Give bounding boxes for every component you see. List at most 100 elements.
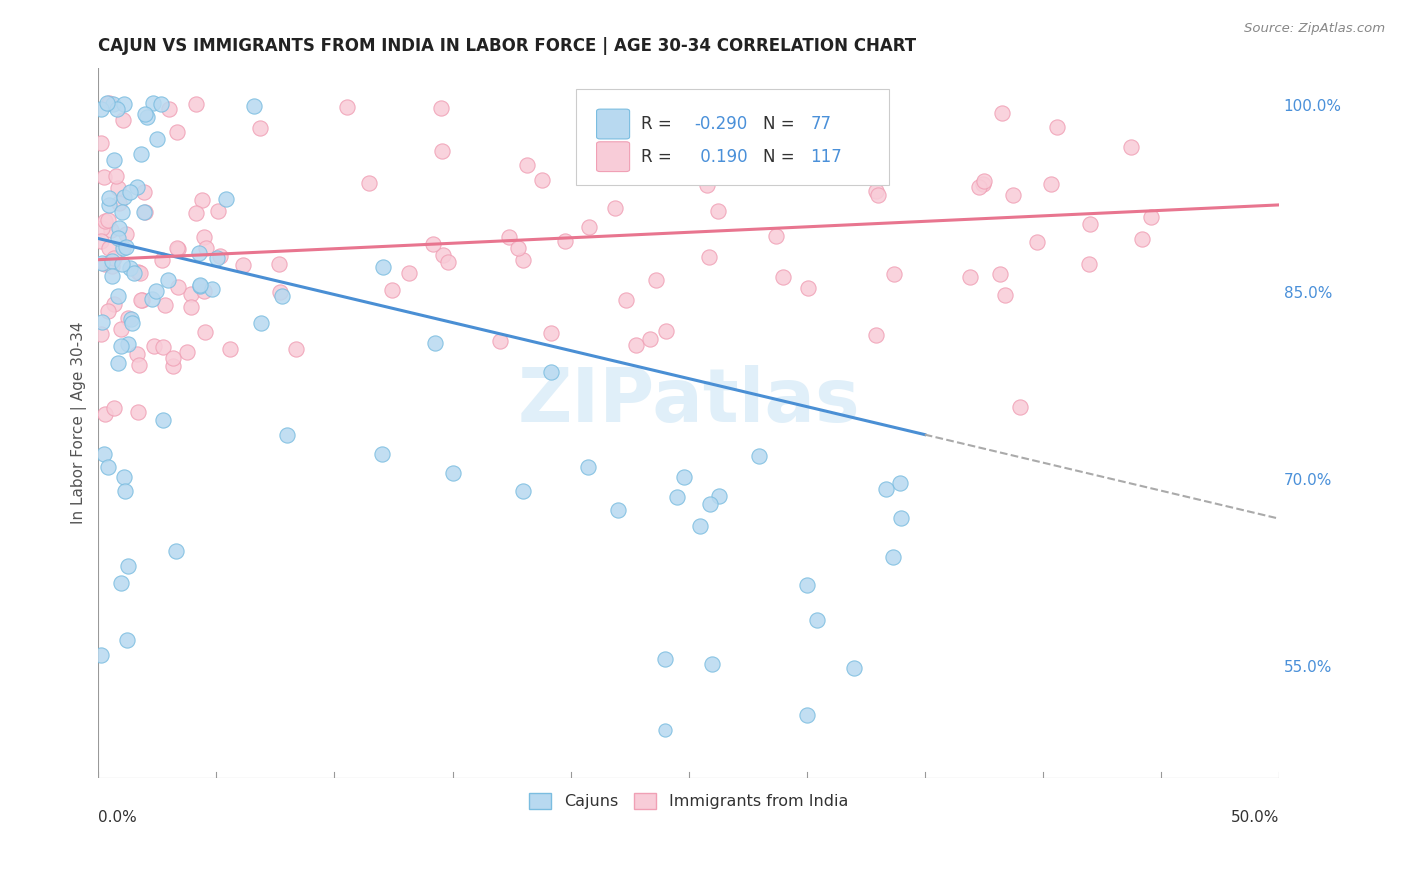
- Point: [184, 96, 207, 111]
- Point: [105, 103, 128, 117]
- Point: [654, 723, 676, 738]
- Text: 77: 77: [810, 115, 831, 133]
- Point: [127, 265, 149, 279]
- Point: [103, 251, 125, 265]
- Point: [219, 342, 242, 356]
- Point: [132, 205, 155, 219]
- Point: [146, 131, 169, 145]
- Point: [162, 351, 184, 365]
- Point: [193, 230, 215, 244]
- Point: [188, 246, 211, 260]
- Point: [868, 187, 890, 202]
- Point: [125, 347, 148, 361]
- Point: [152, 340, 174, 354]
- Point: [1046, 120, 1069, 134]
- Point: [188, 277, 211, 292]
- Point: [875, 482, 897, 496]
- Point: [554, 234, 576, 248]
- Point: [98, 95, 121, 110]
- FancyBboxPatch shape: [596, 142, 630, 171]
- Point: [94, 214, 117, 228]
- Text: R =: R =: [641, 148, 672, 166]
- Point: [201, 282, 224, 296]
- Text: ZIPatlas: ZIPatlas: [517, 365, 860, 438]
- Point: [176, 345, 198, 359]
- Point: [90, 221, 112, 235]
- Point: [430, 101, 453, 115]
- Point: [1008, 401, 1031, 415]
- Point: [707, 489, 730, 503]
- Point: [97, 303, 120, 318]
- Point: [115, 227, 138, 241]
- Point: [267, 256, 290, 270]
- Text: R =: R =: [641, 115, 672, 133]
- Text: 0.190: 0.190: [695, 148, 747, 166]
- Point: [111, 205, 134, 219]
- Text: CAJUN VS IMMIGRANTS FROM INDIA IN LABOR FORCE | AGE 30-34 CORRELATION CHART: CAJUN VS IMMIGRANTS FROM INDIA IN LABOR …: [98, 37, 917, 55]
- Point: [441, 466, 464, 480]
- Point: [498, 230, 520, 244]
- Point: [398, 266, 420, 280]
- Point: [153, 298, 176, 312]
- Point: [624, 337, 647, 351]
- Point: [108, 196, 131, 211]
- Point: [94, 257, 117, 271]
- Point: [101, 259, 124, 273]
- Point: [129, 293, 152, 308]
- Point: [425, 335, 447, 350]
- Point: [93, 447, 115, 461]
- Point: [94, 408, 117, 422]
- Point: [991, 106, 1014, 120]
- Point: [959, 270, 981, 285]
- Point: [90, 326, 112, 341]
- Point: [90, 102, 112, 116]
- Point: [111, 241, 134, 255]
- Point: [103, 401, 125, 416]
- Text: 0.0%: 0.0%: [98, 810, 138, 824]
- Point: [967, 180, 990, 194]
- Point: [112, 96, 135, 111]
- Point: [112, 470, 135, 484]
- Point: [114, 190, 136, 204]
- Point: [167, 242, 190, 256]
- Point: [127, 405, 149, 419]
- Point: [107, 180, 129, 194]
- FancyBboxPatch shape: [576, 89, 890, 185]
- Point: [512, 484, 534, 499]
- Point: [124, 266, 146, 280]
- Point: [149, 97, 172, 112]
- Point: [672, 470, 695, 484]
- Point: [1119, 140, 1142, 154]
- Point: [796, 578, 818, 592]
- Point: [973, 174, 995, 188]
- Text: -0.290: -0.290: [695, 115, 748, 133]
- Text: 117: 117: [810, 148, 842, 166]
- Point: [128, 266, 150, 280]
- Point: [97, 460, 120, 475]
- Point: [127, 180, 149, 194]
- Point: [162, 359, 184, 374]
- Point: [654, 652, 676, 666]
- Point: [193, 325, 215, 339]
- Point: [142, 339, 165, 353]
- Point: [166, 125, 188, 139]
- Point: [117, 336, 139, 351]
- Point: [1002, 187, 1025, 202]
- Point: [121, 316, 143, 330]
- Point: [1077, 257, 1099, 271]
- Point: [890, 511, 912, 525]
- Point: [988, 268, 1011, 282]
- Point: [128, 358, 150, 372]
- Point: [243, 99, 266, 113]
- Point: [165, 544, 187, 558]
- Text: 50.0%: 50.0%: [1230, 810, 1279, 824]
- Point: [118, 185, 141, 199]
- Point: [540, 365, 562, 379]
- Point: [806, 613, 828, 627]
- Point: [166, 242, 188, 256]
- Point: [512, 253, 534, 268]
- Point: [90, 256, 112, 270]
- Point: [107, 231, 129, 245]
- Point: [488, 334, 510, 348]
- Point: [110, 322, 132, 336]
